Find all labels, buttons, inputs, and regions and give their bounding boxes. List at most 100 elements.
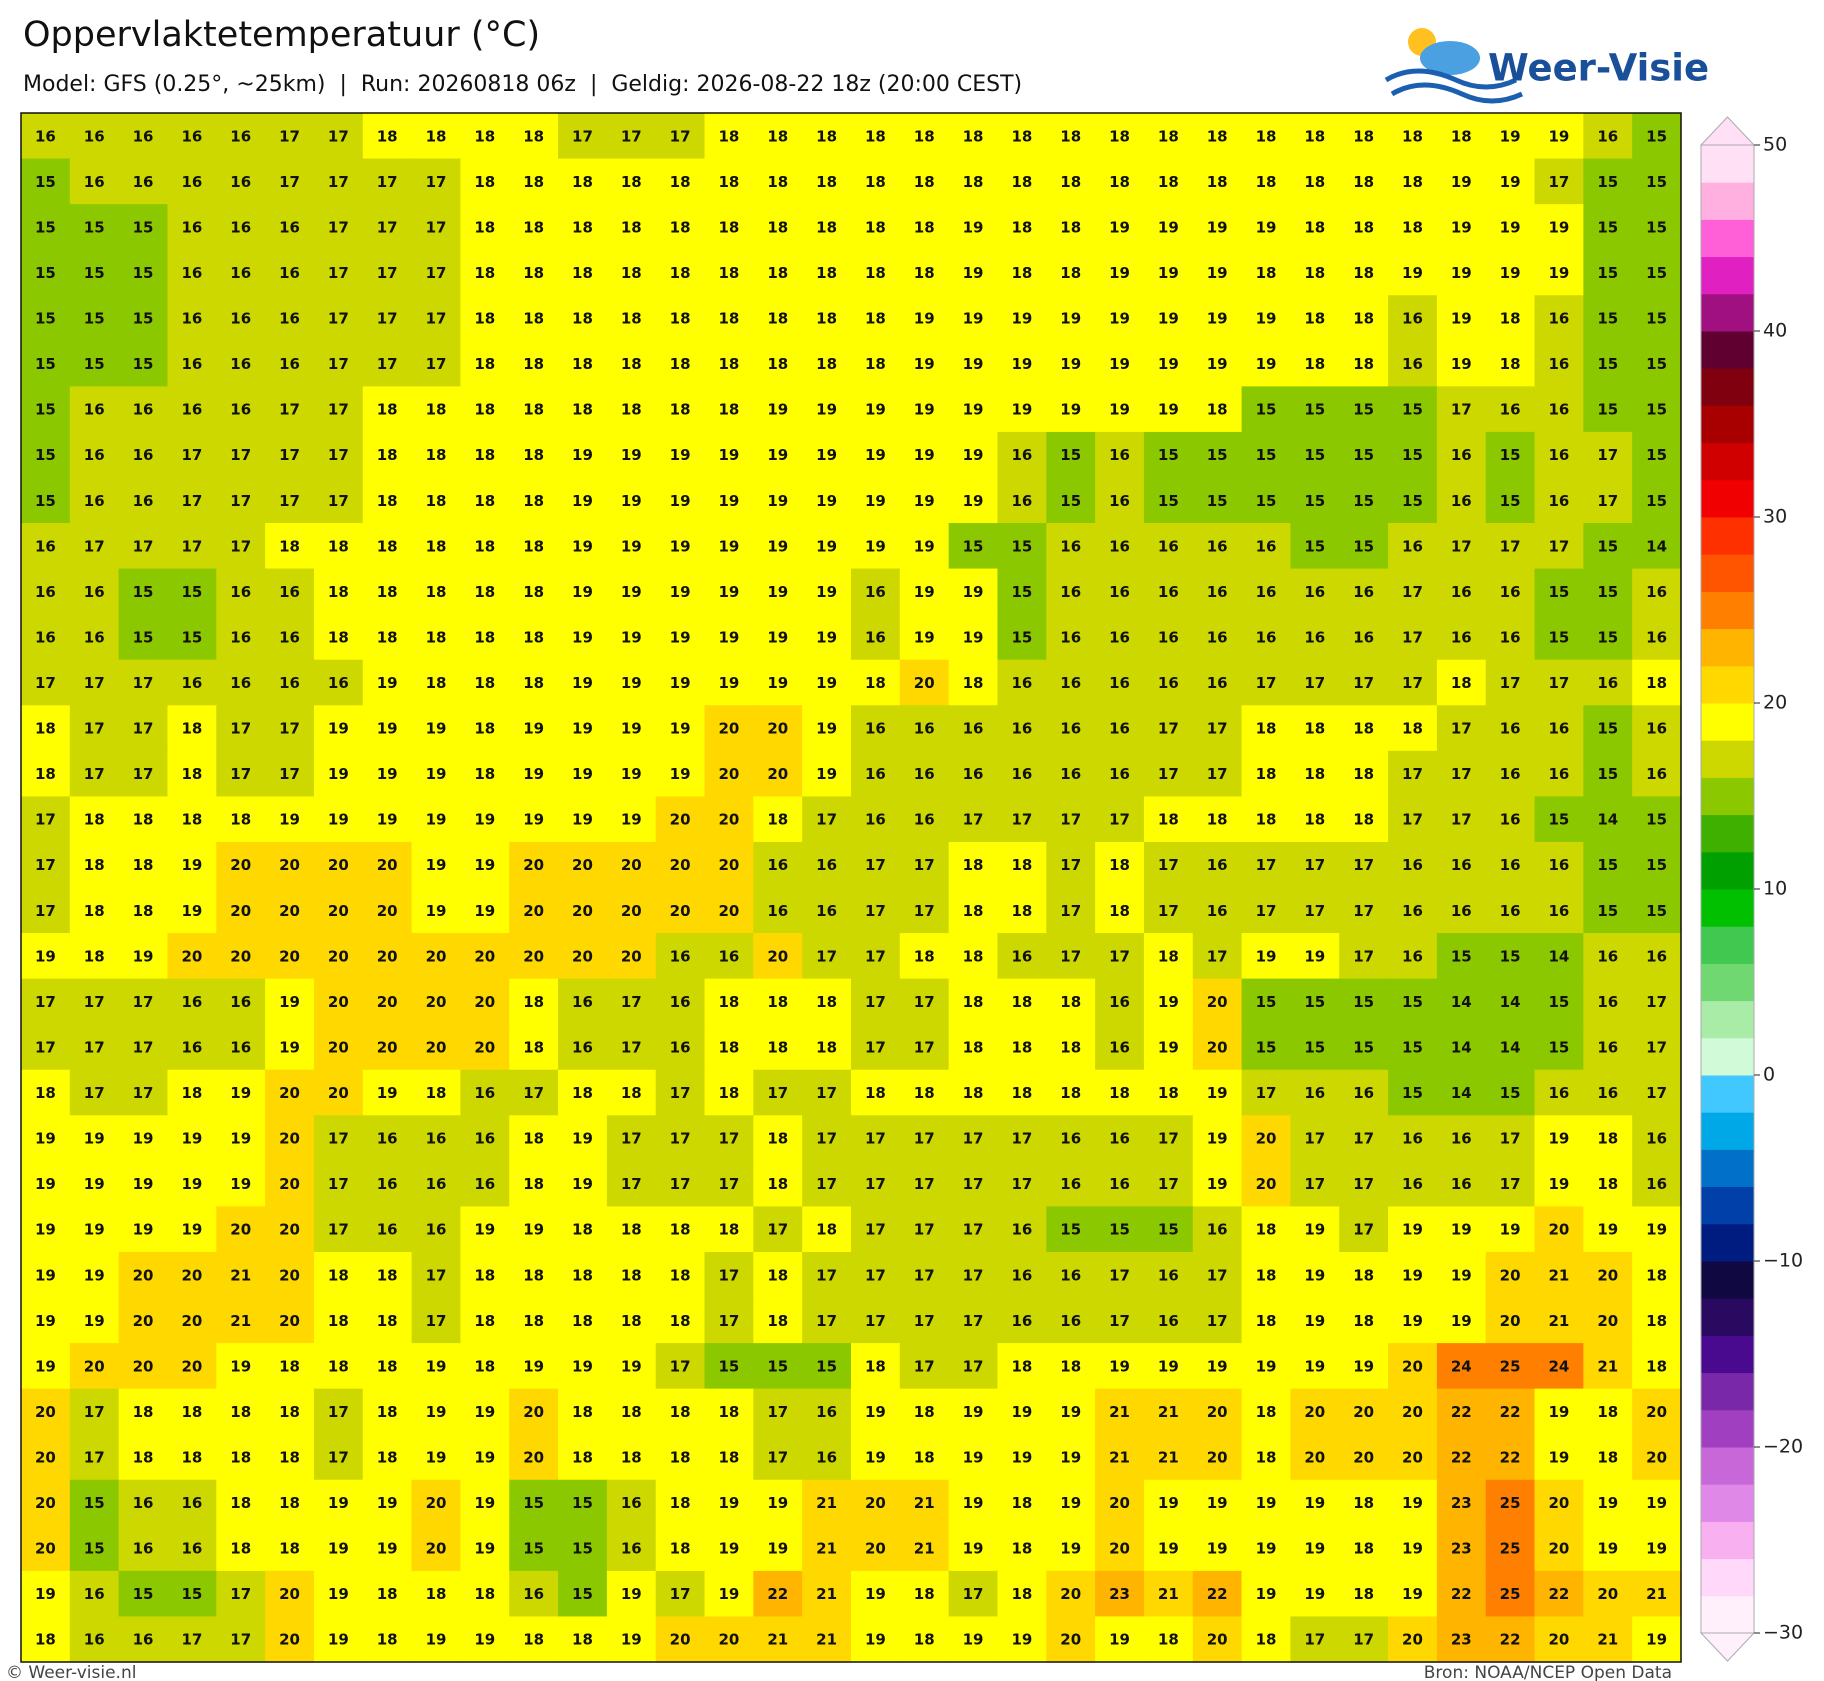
temperature-cell — [851, 204, 901, 251]
temperature-label: 16 — [816, 902, 837, 920]
temperature-label: 20 — [279, 1221, 300, 1239]
temperature-cell — [362, 1479, 413, 1526]
temperature-label: 18 — [1304, 811, 1325, 829]
temperature-label: 19 — [1158, 264, 1179, 282]
temperature-label: 19 — [377, 765, 398, 783]
temperature-label: 19 — [1158, 1038, 1179, 1056]
temperature-cell — [362, 295, 413, 342]
temperature-label: 19 — [572, 811, 593, 829]
temperature-cell — [118, 1251, 169, 1299]
temperature-label: 22 — [1549, 1585, 1570, 1603]
temperature-cell — [509, 1479, 559, 1526]
temperature-label: 19 — [1500, 1221, 1521, 1239]
temperature-label: 20 — [279, 1585, 300, 1603]
temperature-label: 17 — [1353, 1631, 1374, 1649]
temperature-cell — [1290, 568, 1340, 615]
temperature-cell — [1388, 1616, 1438, 1663]
temperature-cell — [1241, 659, 1292, 706]
colorbar-segment — [1701, 1409, 1754, 1448]
temperature-cell — [1241, 431, 1292, 479]
temperature-label: 16 — [1060, 583, 1081, 601]
temperature-label: 18 — [1597, 1403, 1618, 1421]
temperature-cell — [655, 204, 706, 251]
temperature-cell — [1632, 431, 1682, 479]
temperature-label: 17 — [133, 720, 154, 738]
temperature-cell — [313, 523, 364, 570]
temperature-cell — [802, 1115, 852, 1162]
temperature-label: 17 — [328, 127, 349, 145]
temperature-label: 20 — [1646, 1403, 1667, 1421]
temperature-label: 15 — [1353, 537, 1374, 555]
temperature-label: 17 — [767, 1448, 788, 1466]
temperature-label: 21 — [1158, 1448, 1179, 1466]
temperature-label: 19 — [621, 1631, 642, 1649]
temperature-cell — [1241, 841, 1292, 889]
temperature-cell — [1632, 1251, 1682, 1299]
temperature-cell — [216, 386, 266, 433]
temperature-label: 17 — [1353, 856, 1374, 874]
temperature-label: 18 — [767, 1038, 788, 1056]
temperature-cell — [606, 1388, 657, 1435]
temperature-cell — [1290, 113, 1340, 160]
temperature-label: 16 — [1549, 856, 1570, 874]
temperature-label: 18 — [1060, 993, 1081, 1011]
temperature-label: 15 — [1402, 993, 1423, 1011]
temperature-cell — [1241, 1525, 1292, 1572]
temperature-cell — [802, 477, 852, 524]
temperature-label: 18 — [767, 355, 788, 373]
colorbar-segment — [1701, 219, 1754, 258]
temperature-cell — [1485, 1570, 1536, 1618]
colorbar-segment — [1701, 368, 1754, 406]
temperature-cell — [167, 614, 217, 661]
temperature-label: 19 — [914, 537, 935, 555]
temperature-label: 19 — [914, 446, 935, 464]
temperature-cell — [753, 705, 803, 752]
temperature-cell — [362, 933, 413, 980]
temperature-label: 17 — [621, 1130, 642, 1148]
temperature-label: 19 — [816, 401, 837, 419]
temperature-label: 15 — [1549, 583, 1570, 601]
temperature-label: 18 — [572, 173, 593, 191]
temperature-cell — [411, 386, 462, 433]
temperature-cell — [21, 1343, 71, 1390]
temperature-label: 16 — [279, 628, 300, 646]
temperature-label: 16 — [865, 765, 886, 783]
temperature-cell — [948, 158, 999, 205]
temperature-cell — [1583, 750, 1633, 797]
temperature-label: 18 — [474, 765, 495, 783]
temperature-cell — [802, 1160, 852, 1208]
temperature-label: 18 — [523, 628, 544, 646]
temperature-label: 17 — [230, 492, 251, 510]
temperature-cell — [558, 1388, 608, 1435]
temperature-cell — [265, 113, 315, 160]
temperature-label: 20 — [474, 1038, 495, 1056]
temperature-label: 19 — [1304, 947, 1325, 965]
temperature-cell — [216, 158, 266, 205]
temperature-label: 18 — [377, 1357, 398, 1375]
temperature-cell — [1436, 1160, 1487, 1208]
temperature-label: 18 — [328, 1312, 349, 1330]
temperature-cell — [1046, 1160, 1096, 1208]
temperature-cell — [704, 113, 754, 160]
temperature-label: 17 — [1549, 537, 1570, 555]
temperature-label: 17 — [35, 811, 56, 829]
temperature-label: 17 — [1060, 856, 1081, 874]
temperature-cell — [1339, 1388, 1389, 1435]
temperature-label: 15 — [1402, 1084, 1423, 1102]
temperature-label: 19 — [621, 674, 642, 692]
temperature-cell — [899, 295, 950, 342]
temperature-label: 17 — [230, 1631, 251, 1649]
temperature-label: 20 — [572, 856, 593, 874]
temperature-label: 18 — [865, 173, 886, 191]
temperature-label: 20 — [328, 1084, 349, 1102]
temperature-cell — [1583, 659, 1633, 706]
temperature-cell — [753, 1343, 803, 1390]
temperature-label: 20 — [621, 856, 642, 874]
temperature-cell — [1290, 1479, 1340, 1526]
temperature-label: 16 — [1451, 1175, 1472, 1193]
temperature-label: 17 — [230, 1585, 251, 1603]
temperature-cell — [997, 796, 1047, 843]
temperature-label: 16 — [1402, 1175, 1423, 1193]
temperature-cell — [362, 1251, 413, 1299]
temperature-cell — [509, 249, 559, 296]
